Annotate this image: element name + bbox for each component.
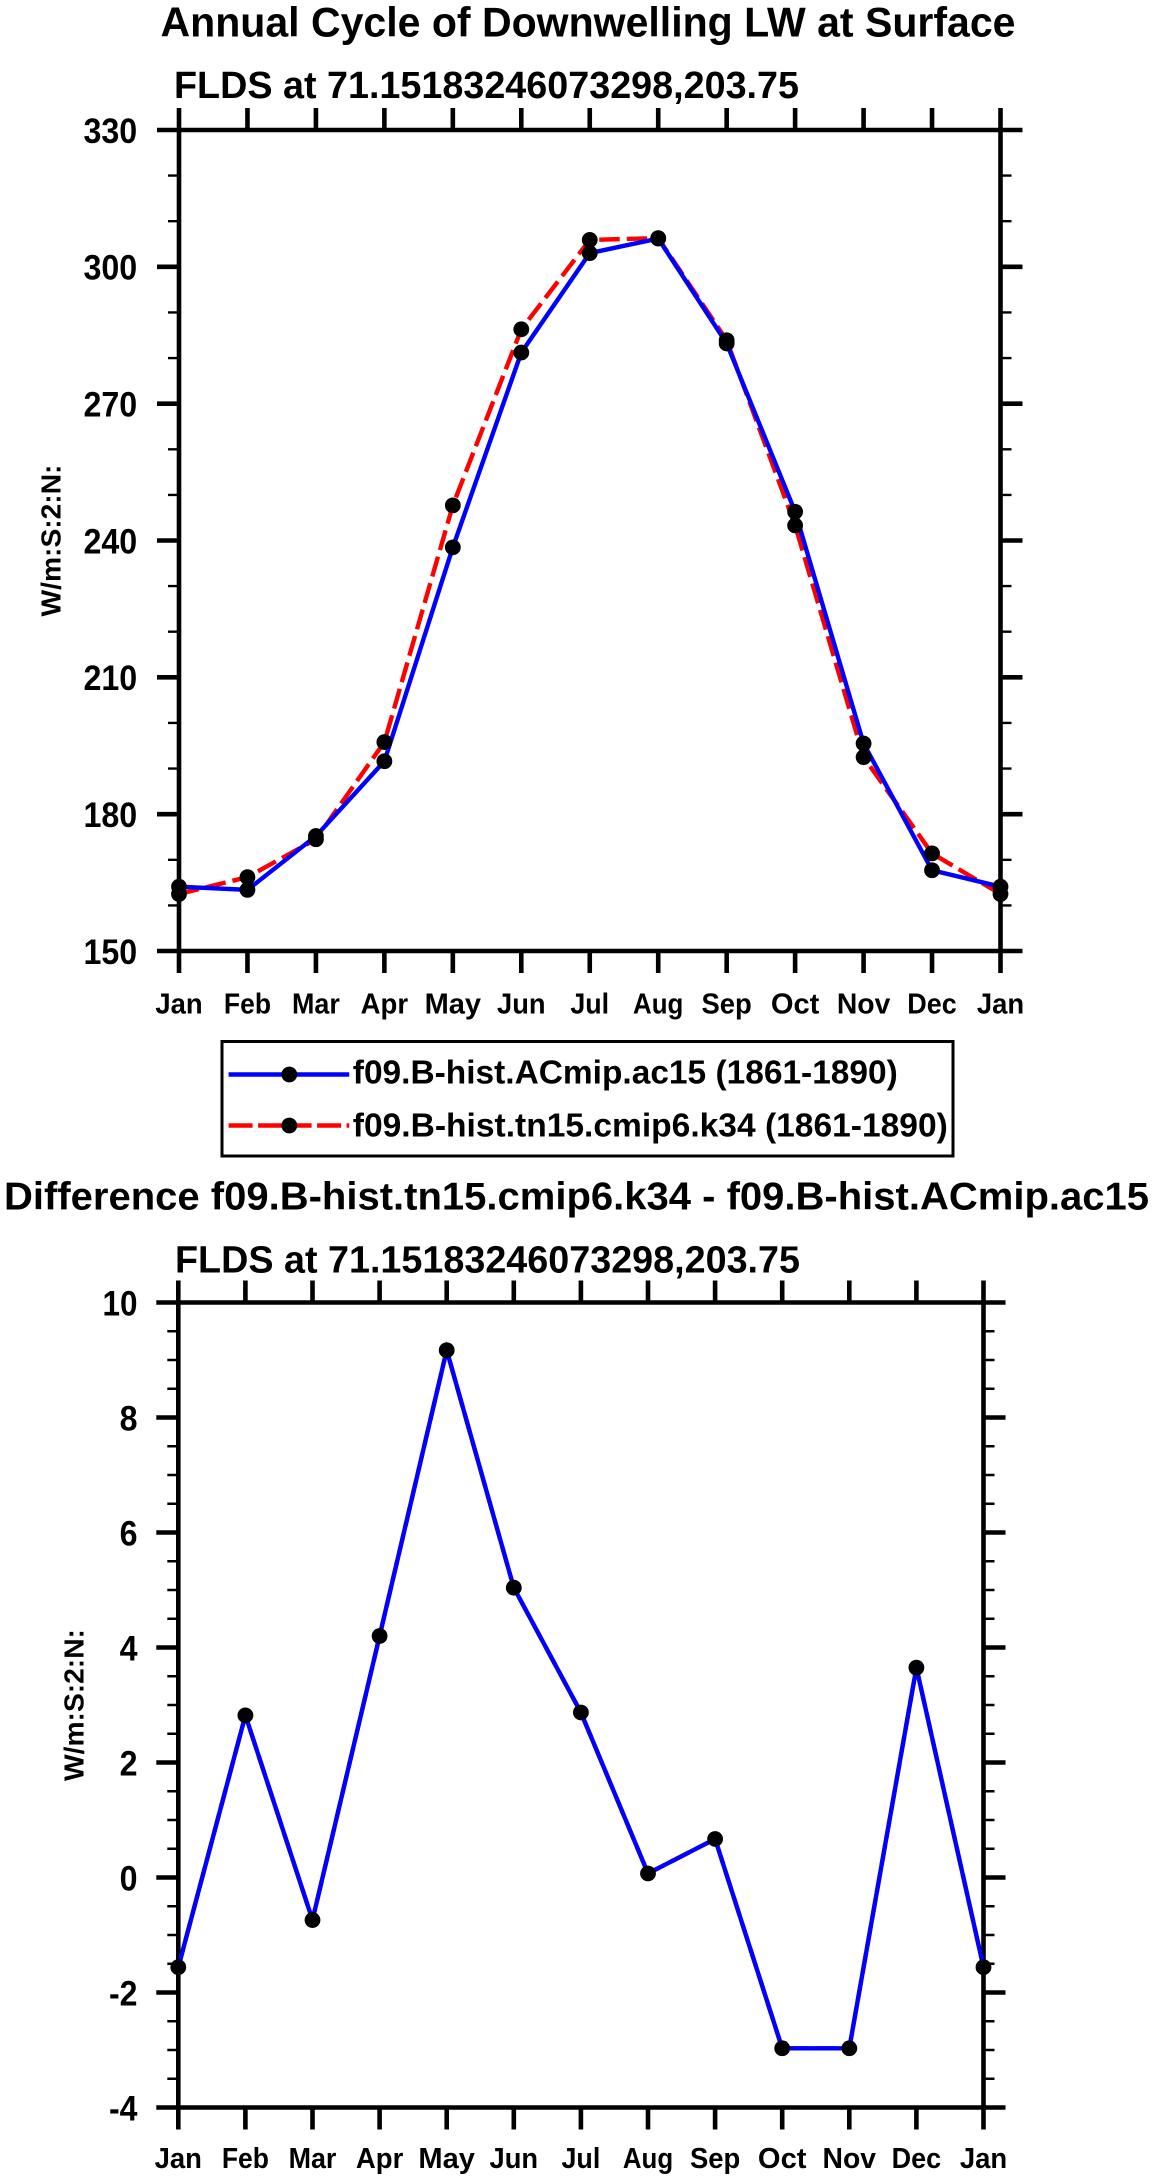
svg-text:Nov: Nov (823, 2143, 877, 2175)
svg-text:Jun: Jun (490, 2143, 539, 2175)
svg-text:May: May (418, 2143, 475, 2175)
svg-text:Nov: Nov (837, 989, 891, 1021)
svg-text:6: 6 (120, 1513, 138, 1553)
svg-text:Jan: Jan (960, 2143, 1007, 2175)
svg-text:2: 2 (120, 1743, 138, 1783)
svg-text:Aug: Aug (633, 989, 683, 1021)
svg-text:Mar: Mar (289, 2143, 337, 2175)
svg-text:Mar: Mar (292, 989, 340, 1021)
svg-text:W/m:S:2:N:: W/m:S:2:N: (35, 465, 67, 617)
svg-text:Difference f09.B-hist.tn15.cmi: Difference f09.B-hist.tn15.cmip6.k34 - f… (4, 1175, 1149, 1218)
svg-text:10: 10 (103, 1283, 138, 1323)
svg-text:270: 270 (84, 385, 138, 425)
svg-text:-2: -2 (109, 1973, 138, 2013)
svg-text:Jul: Jul (562, 2143, 601, 2175)
svg-text:May: May (425, 989, 482, 1021)
svg-text:Jan: Jan (977, 989, 1024, 1021)
svg-text:Apr: Apr (356, 2143, 403, 2175)
svg-text:Sep: Sep (690, 2143, 740, 2175)
svg-text:240: 240 (84, 521, 138, 561)
svg-text:4: 4 (120, 1628, 138, 1668)
svg-text:-4: -4 (109, 2088, 138, 2128)
svg-text:f09.B-hist.ACmip.ac15 (1861-18: f09.B-hist.ACmip.ac15 (1861-1890) (353, 1055, 898, 1092)
svg-text:0: 0 (120, 1858, 138, 1898)
svg-text:Jun: Jun (497, 989, 546, 1021)
svg-text:8: 8 (120, 1398, 138, 1438)
svg-text:Jul: Jul (570, 989, 609, 1021)
svg-text:Dec: Dec (907, 989, 957, 1021)
svg-text:210: 210 (84, 658, 138, 698)
svg-text:f09.B-hist.tn15.cmip6.k34 (186: f09.B-hist.tn15.cmip6.k34 (1861-1890) (353, 1108, 948, 1145)
svg-text:Aug: Aug (623, 2143, 673, 2175)
svg-text:Jan: Jan (155, 989, 202, 1021)
svg-text:W/m:S:2:N:: W/m:S:2:N: (58, 1629, 90, 1781)
svg-text:Dec: Dec (892, 2143, 942, 2175)
svg-text:300: 300 (84, 248, 138, 288)
svg-text:Sep: Sep (702, 989, 752, 1021)
svg-text:Feb: Feb (222, 2143, 269, 2175)
svg-text:Oct: Oct (758, 2143, 807, 2175)
svg-text:FLDS at 71.15183246073298,203.: FLDS at 71.15183246073298,203.75 (174, 64, 799, 107)
svg-text:FLDS at 71.15183246073298,203.: FLDS at 71.15183246073298,203.75 (175, 1239, 800, 1282)
svg-text:180: 180 (84, 795, 138, 835)
svg-text:Jan: Jan (155, 2143, 202, 2175)
svg-text:Annual Cycle of Downwelling LW: Annual Cycle of Downwelling LW at Surfac… (161, 0, 1016, 45)
svg-text:Apr: Apr (361, 989, 408, 1021)
svg-text:Feb: Feb (224, 989, 271, 1021)
svg-text:150: 150 (84, 932, 138, 972)
svg-text:330: 330 (84, 111, 138, 151)
svg-text:Oct: Oct (771, 989, 820, 1021)
